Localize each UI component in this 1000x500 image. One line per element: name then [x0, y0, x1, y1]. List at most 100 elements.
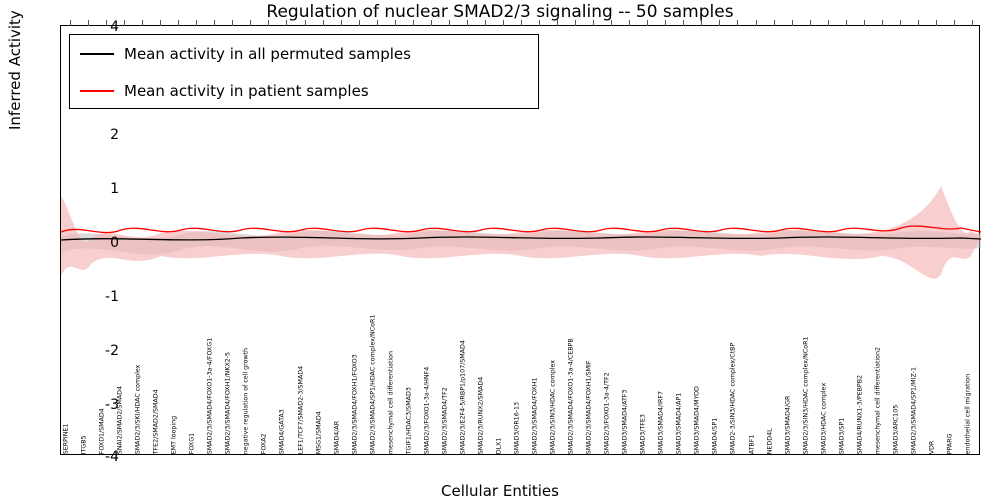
x-tick-mark-19	[413, 20, 414, 26]
x-tick-label-26: SMAD2/3/SMAD4/FOXH1	[533, 377, 539, 454]
x-tick-mark-45	[882, 20, 883, 26]
x-tick-mark-37	[737, 20, 738, 26]
x-tick-mark-6	[178, 20, 179, 26]
x-tick-mark-48	[936, 20, 937, 26]
x-tick-mark-47	[918, 20, 919, 26]
x-tick-label-29: SMAD2/3/SMAD4/FOXH1/SMIF	[587, 360, 593, 454]
x-tick-mark-44	[864, 20, 865, 26]
x-tick-mark-29	[593, 20, 594, 26]
x-tick-mark-16	[359, 20, 360, 26]
x-tick-mark-27	[557, 20, 558, 26]
x-tick-label-13: LEF1/TCF7/SMAD2-3/SMAD4	[298, 366, 304, 454]
x-tick-label-34: SMAD3/SMAD4/AP1	[677, 392, 683, 454]
x-tick-label-38: ATBF1	[749, 434, 755, 454]
x-tick-mark-43	[846, 20, 847, 26]
x-tick-label-23: SMAD2/3/RUNX2/SMAD4	[479, 376, 485, 454]
x-tick-label-28: SMAD2/3/SMAD4/FOXO1-3a-4/CEBPB	[569, 338, 575, 454]
x-tick-label-47: SMAD2/3/SMAD4/SP1/MIZ-1	[912, 367, 918, 454]
x-tick-mark-11	[268, 20, 269, 26]
x-tick-label-35: SMAD3/SMAD4/MYOD	[695, 386, 701, 454]
x-tick-mark-10	[250, 20, 251, 26]
x-tick-label-39: NEDD4L	[767, 428, 773, 454]
x-tick-label-18: mesenchymal cell differentiation	[388, 351, 394, 454]
x-tick-label-31: SMAD3/SMAD4/ATF3	[623, 389, 629, 454]
x-tick-mark-28	[575, 20, 576, 26]
x-tick-mark-4	[142, 20, 143, 26]
x-tick-mark-26	[539, 20, 540, 26]
x-tick-label-27: SMAD2/3/SIN3/HDAC complex	[551, 360, 557, 454]
x-tick-label-48: VDR	[930, 440, 936, 454]
x-tick-label-24: DLX1	[497, 437, 503, 454]
x-tick-label-0: SERPINE1	[64, 423, 70, 454]
x-tick-label-11: FOXA2	[262, 433, 268, 454]
x-tick-mark-22	[467, 20, 468, 26]
x-tick-mark-30	[611, 20, 612, 26]
x-tick-label-5: TFE2/SMAD2/SMAD4	[154, 389, 160, 454]
x-tick-label-41: SMAD2/3/SIN3/HDAC complex/NCoR1	[803, 336, 809, 454]
x-tick-label-20: SMAD2/3/FOXO1-3a-4/HNF4	[425, 366, 431, 454]
x-tick-mark-21	[449, 20, 450, 26]
x-tick-mark-31	[629, 20, 630, 26]
x-tick-mark-2	[106, 20, 107, 26]
y-axis-title: Inferred Activity	[6, 10, 24, 130]
x-tick-label-2: FOXD1/SMAD4	[100, 408, 106, 454]
x-tick-mark-50	[972, 20, 973, 26]
x-tick-mark-7	[196, 20, 197, 26]
x-tick-label-14: MSG1/SMAD4	[316, 411, 322, 454]
x-tick-mark-9	[232, 20, 233, 26]
x-tick-label-4: SMAD2/3/SKI/HDAC complex	[136, 364, 142, 454]
x-tick-mark-34	[683, 20, 684, 26]
x-tick-mark-38	[756, 20, 757, 26]
x-tick-mark-36	[719, 20, 720, 26]
x-axis-title: Cellular Entities	[0, 482, 1000, 500]
x-tick-label-8: SMAD2/3/SMAD4/FOXO1-3a-4/FOXG1	[208, 337, 214, 454]
x-tick-mark-1	[88, 20, 89, 26]
x-tick-label-32: SMAD3/TFE3	[641, 414, 647, 454]
x-tick-label-44: SMAD4/RUNX1-3/PEBPB2	[857, 375, 863, 454]
x-tick-mark-12	[286, 20, 287, 26]
x-tick-label-15: SMAD4/AR	[334, 421, 340, 454]
x-tick-mark-18	[395, 20, 396, 26]
x-tick-mark-25	[521, 20, 522, 26]
x-tick-label-40: SMAD3/SMAD4/GR	[785, 395, 791, 454]
x-tick-label-12: SMAD4/GATA3	[280, 409, 286, 454]
x-tick-mark-20	[431, 20, 432, 26]
x-tick-mark-8	[214, 20, 215, 26]
x-tick-label-45: mesenchymal cell differentiation2	[875, 347, 881, 454]
x-tick-label-30: SMAD2/3/FOXO1-3a-4/TF2	[605, 372, 611, 454]
chart-title: Regulation of nuclear SMAD2/3 signaling …	[0, 2, 1000, 22]
x-tick-mark-39	[774, 20, 775, 26]
x-tick-mark-41	[810, 20, 811, 26]
x-tick-mark-46	[900, 20, 901, 26]
x-tick-mark-3	[124, 20, 125, 26]
x-tick-label-37: SMAD2-3/SIN3/HDAC complex/CtBP	[731, 342, 737, 454]
x-tick-mark-14	[323, 20, 324, 26]
x-tick-label-25: SMAD3/OR16-13	[515, 402, 521, 454]
x-tick-mark-5	[160, 20, 161, 26]
x-tick-label-46: SMAD3/ARC105	[894, 405, 900, 455]
x-tick-mark-35	[701, 20, 702, 26]
x-tick-label-50: endothelial cell migration	[966, 374, 972, 454]
x-tick-label-6: EMT looping	[172, 416, 178, 454]
x-tick-label-17: SMAD2/3/SMAD4/SP1/HDAC complex/NCoR1	[370, 314, 376, 454]
chart-root: Regulation of nuclear SMAD2/3 signaling …	[0, 0, 1000, 500]
x-tick-mark-33	[665, 20, 666, 26]
x-tick-mark-0	[70, 20, 71, 26]
x-tick-label-42: SMAD3/HDAC complex	[821, 383, 827, 454]
plot-area: 4 3 2 1 0 -1 -2 -3 -4 Mean activity in a…	[60, 25, 980, 455]
x-tick-mark-49	[954, 20, 955, 26]
x-tick-label-49: PPARG	[948, 433, 954, 454]
x-tick-label-16: SMAD2/3/SMAD4/FOXH1/FOXO3	[352, 354, 358, 454]
x-tick-mark-32	[647, 20, 648, 26]
x-tick-mark-40	[792, 20, 793, 26]
x-tick-mark-15	[341, 20, 342, 26]
x-tick-mark-13	[305, 20, 306, 26]
x-tick-mark-24	[503, 20, 504, 26]
x-axis-ticks: SERPINE1 ITGB5 FOXD1/SMAD4 SNAI2/SMAD2/SMAD…	[61, 26, 981, 456]
x-tick-label-7: FOXG1	[190, 433, 196, 454]
x-tick-mark-23	[485, 20, 486, 26]
x-tick-label-9: SMAD2/3/SMAD4/FOXH1/NKX2-5	[226, 352, 232, 454]
x-tick-label-43: SMAD3/SP1	[839, 417, 845, 454]
x-tick-label-22: SMAD2/3/E2F4-5/RBP1/p107/SMAD4	[461, 340, 467, 454]
x-tick-label-1: ITGB5	[82, 435, 88, 454]
